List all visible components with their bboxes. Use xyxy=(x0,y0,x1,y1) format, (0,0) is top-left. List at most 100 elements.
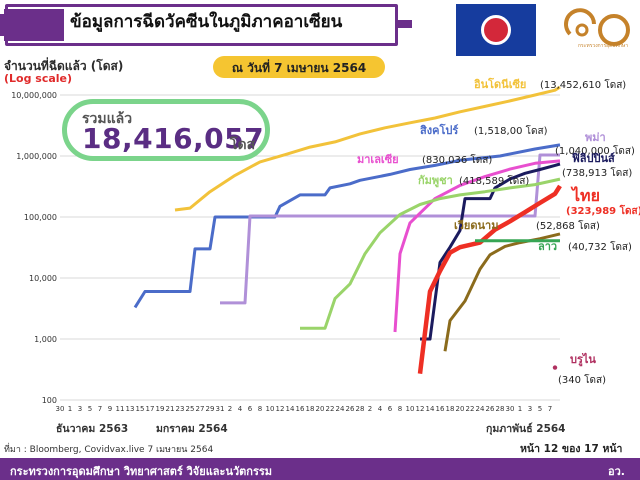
date-label: ณ วันที่ 7 เมษายน 2564 xyxy=(231,61,367,75)
x-tick-label: 26 xyxy=(486,405,495,413)
x-tick-label: 11 xyxy=(116,405,125,413)
series-line xyxy=(417,184,562,374)
month-label: มกราคม 2564 xyxy=(156,423,228,435)
x-tick-label: 26 xyxy=(346,405,355,413)
series-name-label: มาเลเซีย xyxy=(357,153,399,166)
footer-ministry: กระทรวงการอุดมศึกษา วิทยาศาสตร์ วิจัยและ… xyxy=(10,465,273,478)
series-line xyxy=(300,177,561,330)
asean-emblem-icon xyxy=(481,15,511,45)
x-tick-label: 28 xyxy=(496,405,505,413)
series-value-label: (1,040,000 โดส) xyxy=(555,144,635,157)
x-tick-label: 15 xyxy=(136,405,145,413)
x-tick-label: 23 xyxy=(176,405,185,413)
syringe-cap xyxy=(0,14,6,36)
x-tick-label: 28 xyxy=(356,405,365,413)
x-tick-label: 10 xyxy=(406,405,415,413)
x-tick-label: 14 xyxy=(426,405,435,413)
x-tick-label: 13 xyxy=(126,405,135,413)
x-tick-label: 4 xyxy=(238,405,243,413)
x-tick-label: 29 xyxy=(206,405,215,413)
series-name-label: กัมพูชา xyxy=(418,174,453,188)
x-tick-label: 6 xyxy=(388,405,393,413)
x-tick-label: 3 xyxy=(78,405,82,413)
x-tick-label: 27 xyxy=(196,405,205,413)
x-tick-label: 8 xyxy=(398,405,402,413)
y-tick-label: 10,000 xyxy=(29,274,57,283)
x-tick-label: 4 xyxy=(378,405,383,413)
x-tick-label: 25 xyxy=(186,405,195,413)
series-name-label: อินโดนีเซีย xyxy=(474,77,527,91)
x-tick-label: 1 xyxy=(68,405,72,413)
x-tick-label: 8 xyxy=(258,405,262,413)
total-unit: โดส xyxy=(230,137,256,153)
series-value-label: (830,036 โดส) xyxy=(422,153,492,166)
x-tick-label: 10 xyxy=(266,405,275,413)
x-tick-label: 17 xyxy=(146,405,155,413)
ministry-logo-icon xyxy=(564,8,631,46)
x-tick-label: 7 xyxy=(98,405,102,413)
title-banner xyxy=(5,4,398,46)
series-value-label: (1,518,00 โดส) xyxy=(474,124,548,137)
x-tick-label: 1 xyxy=(518,405,522,413)
series-name-label: ไทย xyxy=(570,186,600,205)
y-tick-label: 1,000,000 xyxy=(16,152,57,161)
x-tick-label: 9 xyxy=(108,405,112,413)
x-tick-label: 24 xyxy=(476,405,485,413)
syringe-needle xyxy=(398,20,412,28)
x-tick-label: 5 xyxy=(88,405,92,413)
series-value-label: (52,868 โดส) xyxy=(536,219,600,232)
x-tick-label: 20 xyxy=(316,405,325,413)
x-tick-label: 30 xyxy=(56,405,65,413)
x-tick-label: 18 xyxy=(306,405,315,413)
y-tick-label: 100,000 xyxy=(24,213,57,222)
series-name-label: บรูไน xyxy=(570,352,596,367)
series-value-label: (340 โดส) xyxy=(558,373,606,386)
x-tick-label: 16 xyxy=(436,405,445,413)
x-tick-label: 12 xyxy=(276,405,285,413)
y-scale-note: (Log scale) xyxy=(4,72,73,85)
series-name-label: สิงคโปร์ xyxy=(420,123,459,137)
syringe-plunger xyxy=(4,9,64,41)
series-line xyxy=(220,153,560,305)
series-value-label: (13,452,610 โดส) xyxy=(540,78,626,91)
series-name-label: ฟิลิปปินส์ xyxy=(572,152,616,165)
x-tick-label: 22 xyxy=(326,405,335,413)
x-tick-label: 12 xyxy=(416,405,425,413)
x-tick-label: 22 xyxy=(466,405,475,413)
y-axis-label: จำนวนที่ฉีดแล้ว (โดส) xyxy=(4,59,124,73)
source-note: ที่มา : Bloomberg, Covidvax.live 7 เมษาย… xyxy=(4,445,214,455)
y-tick-label: 10,000,000 xyxy=(11,91,57,100)
date-badge xyxy=(213,56,385,78)
footer-bar xyxy=(0,458,640,480)
x-tick-label: 24 xyxy=(336,405,345,413)
x-tick-label: 21 xyxy=(166,405,175,413)
series-name-label: เวียดนาม xyxy=(454,219,498,232)
x-tick-label: 2 xyxy=(368,405,372,413)
total-value: 18,416,057 xyxy=(82,122,265,155)
series-point xyxy=(552,365,558,370)
x-tick-label: 16 xyxy=(296,405,305,413)
x-tick-label: 7 xyxy=(548,405,552,413)
vaccination-chart: 100 1,000 10,000 100,000 1,000,000 10,000,000… xyxy=(11,77,640,436)
series-value-label: (40,732 โดส) xyxy=(568,240,632,253)
ministry-logo-text: กระทรวงการอุดมศึกษา xyxy=(578,43,628,49)
x-tick-label: 30 xyxy=(506,405,515,413)
x-tick-label: 5 xyxy=(538,405,542,413)
series-value-label: (738,913 โดส) xyxy=(562,166,632,179)
page-number: หน้า 12 ของ 17 หน้า xyxy=(520,443,623,455)
x-tick-label: 3 xyxy=(528,405,532,413)
month-label: ธันวาคม 2563 xyxy=(56,423,128,435)
series-name-label: พม่า xyxy=(585,131,606,144)
page-title: ข้อมูลการฉีดวัคซีนในภูมิภาคอาเซียน xyxy=(70,12,343,32)
series-name-label: ลาว xyxy=(538,240,557,253)
x-tick-label: 20 xyxy=(456,405,465,413)
x-tick-label: 6 xyxy=(248,405,253,413)
total-label: รวมแล้ว xyxy=(82,111,133,127)
x-tick-label: 2 xyxy=(228,405,232,413)
y-tick-label: 1,000 xyxy=(34,335,57,344)
x-tick-label: 18 xyxy=(446,405,455,413)
x-tick-label: 14 xyxy=(286,405,295,413)
total-callout xyxy=(62,99,270,161)
series-line xyxy=(174,85,561,212)
month-label: กุมภาพันธ์ 2564 xyxy=(486,422,565,436)
